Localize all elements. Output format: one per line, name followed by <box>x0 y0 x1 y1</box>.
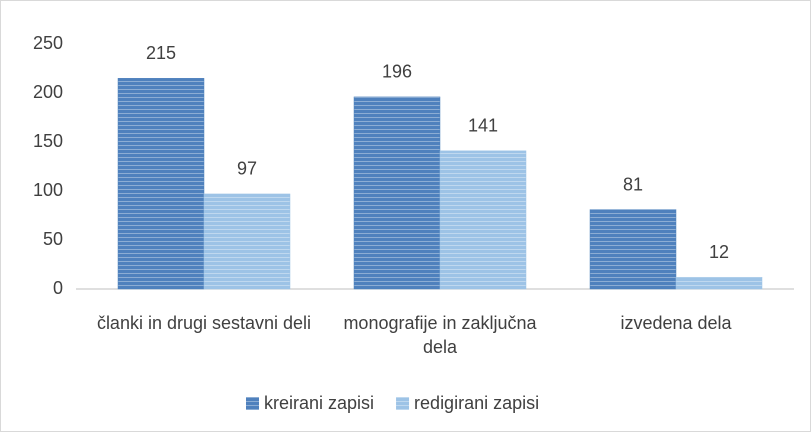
legend-label: redigirani zapisi <box>414 393 539 413</box>
legend-label: kreirani zapisi <box>264 393 374 413</box>
data-label: 215 <box>146 43 176 63</box>
data-label: 141 <box>468 116 498 136</box>
legend-swatch <box>246 397 259 410</box>
y-tick-label: 50 <box>43 229 63 249</box>
y-tick-label: 200 <box>33 82 63 102</box>
y-tick-label: 100 <box>33 180 63 200</box>
bar <box>203 193 291 290</box>
bar <box>675 276 763 290</box>
bar <box>117 78 205 290</box>
x-tick-label: članki in drugi sestavni deli <box>96 313 312 333</box>
data-label: 81 <box>623 174 643 194</box>
bar <box>439 150 527 290</box>
y-tick-label: 0 <box>53 278 63 298</box>
data-label: 97 <box>237 159 257 179</box>
bar <box>589 209 677 290</box>
x-tick-label: monografije in zaključna dela <box>343 313 537 357</box>
data-label: 12 <box>709 242 729 262</box>
bar <box>353 96 441 290</box>
x-tick-label: izvedena dela <box>620 313 732 333</box>
data-label: 196 <box>382 62 412 82</box>
y-tick-label: 150 <box>33 131 63 151</box>
y-tick-label: 250 <box>33 33 63 53</box>
legend-swatch <box>396 397 410 410</box>
